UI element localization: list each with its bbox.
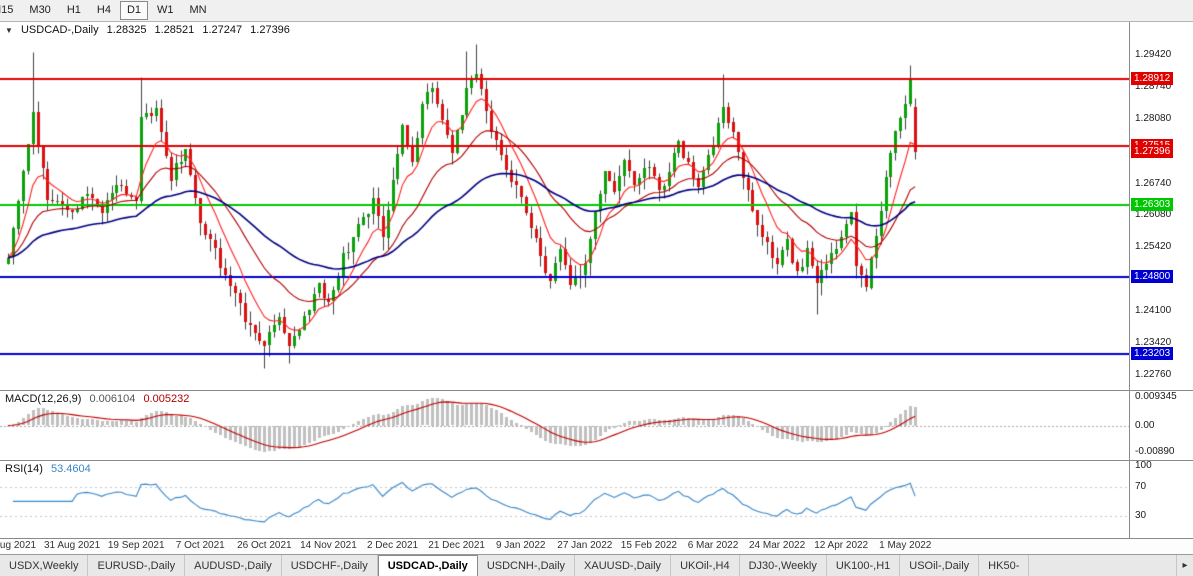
tab-hk50[interactable]: HK50- (979, 555, 1030, 576)
ohlc-open: 1.28325 (106, 24, 147, 36)
date-label: 2 Dec 2021 (366, 540, 419, 551)
date-label: 27 Jan 2022 (557, 540, 613, 551)
tab-audusd-daily[interactable]: AUDUSD-,Daily (185, 555, 282, 576)
ohlc-low: 1.27247 (202, 24, 243, 36)
date-label: 6 Mar 2022 (687, 540, 739, 551)
rsi-tick: 30 (1135, 510, 1147, 521)
date-label: 31 Aug 2021 (43, 540, 101, 551)
rsi-canvas[interactable] (0, 461, 1129, 538)
tf-button-h4[interactable]: H4 (90, 1, 118, 20)
price-tick: 1.29420 (1135, 48, 1172, 60)
collapse-pane-icon[interactable]: ▼ (5, 26, 13, 35)
date-label: 24 Mar 2022 (749, 540, 806, 551)
macd-name: MACD(12,26,9) (5, 393, 82, 405)
tab-usdx-weekly[interactable]: USDX,Weekly (0, 555, 89, 576)
tf-button-h1[interactable]: H1 (60, 1, 88, 20)
rsi-plot-area[interactable]: RSI(14) 53.4604 (0, 461, 1129, 538)
symbol-tabbar: USDX,Weekly EURUSD-,Daily AUDUSD-,Daily … (0, 554, 1193, 576)
price-tick: 1.26740 (1135, 177, 1172, 189)
date-label: 9 Jan 2022 (495, 540, 546, 551)
chart-title: ▼ USDCAD-,Daily 1.28325 1.28521 1.27247 … (5, 24, 295, 36)
price-level-label: 1.23203 (1131, 346, 1174, 360)
ohlc-high: 1.28521 (154, 24, 195, 36)
ohlc-close: 1.27396 (250, 24, 290, 36)
macd-pane: MACD(12,26,9) 0.006104 0.005232 0.009345… (0, 390, 1193, 460)
rsi-pane: RSI(14) 53.4604 100 70 30 (0, 460, 1193, 538)
price-tick: 1.23420 (1135, 337, 1172, 349)
date-label: 7 Oct 2021 (175, 540, 225, 551)
price-tick: 1.26080 (1135, 209, 1172, 221)
tf-button-mn[interactable]: MN (183, 1, 214, 20)
macd-tick: 0.009345 (1135, 391, 1177, 403)
rsi-name: RSI(14) (5, 463, 43, 475)
macd-plot-area[interactable]: MACD(12,26,9) 0.006104 0.005232 (0, 391, 1129, 460)
tab-usdchf-daily[interactable]: USDCHF-,Daily (281, 555, 378, 576)
macd-value-signal: 0.005232 (143, 393, 190, 405)
macd-tick: -0.00890 (1135, 446, 1175, 458)
tf-button-m15[interactable]: M15 (0, 1, 20, 20)
date-label: 12 Aug 2021 (0, 540, 37, 551)
price-level-label: 1.28912 (1131, 72, 1174, 86)
price-tick: 1.25420 (1135, 241, 1172, 253)
date-label: 19 Sep 2021 (107, 540, 165, 551)
date-label: 14 Nov 2021 (300, 540, 357, 551)
price-tick: 1.28740 (1135, 81, 1172, 93)
main-price-pane: ▼ USDCAD-,Daily 1.28325 1.28521 1.27247 … (0, 22, 1193, 390)
chart-symbol-period: USDCAD-,Daily (20, 24, 99, 36)
tab-ukoil-h4[interactable]: UKOil-,H4 (671, 555, 740, 576)
date-label: 1 May 2022 (879, 540, 932, 551)
date-label: 15 Feb 2022 (620, 540, 677, 551)
main-chart-canvas[interactable] (0, 22, 1129, 390)
tab-usdcnh-daily[interactable]: USDCNH-,Daily (477, 555, 576, 576)
tab-usdcad-daily[interactable]: USDCAD-,Daily (377, 555, 478, 576)
tab-uk100-h1[interactable]: UK100-,H1 (826, 555, 901, 576)
date-label: 12 Apr 2022 (814, 540, 869, 551)
timeframe-toolbar: M15 M30 H1 H4 D1 W1 MN (0, 0, 1193, 22)
tab-eurusd-daily[interactable]: EURUSD-,Daily (88, 555, 186, 576)
price-axis[interactable]: 1.29420 1.28740 1.28080 1.26740 1.26080 1.254… (1129, 22, 1193, 390)
tabs-scroll-right-icon[interactable]: ▸ (1176, 555, 1193, 576)
rsi-tick: 100 (1135, 460, 1152, 471)
rsi-axis[interactable]: 100 70 30 (1129, 461, 1193, 538)
rsi-value: 53.4604 (50, 463, 91, 475)
price-level-label: 1.27396 (1131, 145, 1174, 159)
tf-button-d1[interactable]: D1 (119, 1, 148, 20)
price-tick: 1.28080 (1135, 113, 1172, 125)
price-level-label: 1.24800 (1131, 269, 1174, 283)
tab-dj30-weekly[interactable]: DJ30-,Weekly (739, 555, 827, 576)
rsi-header: RSI(14) 53.4604 (5, 463, 96, 475)
price-tick: 1.24100 (1135, 304, 1172, 316)
price-level-label: 1.26303 (1131, 197, 1174, 211)
macd-axis[interactable]: 0.009345 0.00 -0.00890 (1129, 391, 1193, 460)
rsi-tick: 70 (1135, 480, 1147, 492)
main-plot-area[interactable]: ▼ USDCAD-,Daily 1.28325 1.28521 1.27247 … (0, 22, 1129, 390)
tab-xauusd-daily[interactable]: XAUUSD-,Daily (575, 555, 672, 576)
macd-value-main: 0.006104 (89, 393, 136, 405)
date-axis[interactable]: 12 Aug 2021 31 Aug 2021 19 Sep 2021 7 Oct 2… (0, 538, 1193, 554)
macd-canvas[interactable] (0, 391, 1129, 460)
price-tick: 1.22760 (1135, 369, 1172, 381)
tab-usoil-daily[interactable]: USOil-,Daily (900, 555, 980, 576)
macd-tick: 0.00 (1135, 419, 1155, 431)
tf-button-m30[interactable]: M30 (22, 1, 57, 20)
date-label: 21 Dec 2021 (428, 540, 485, 551)
tf-button-w1[interactable]: W1 (150, 1, 181, 20)
macd-header: MACD(12,26,9) 0.006104 0.005232 (5, 393, 194, 405)
date-label: 26 Oct 2021 (237, 540, 292, 551)
